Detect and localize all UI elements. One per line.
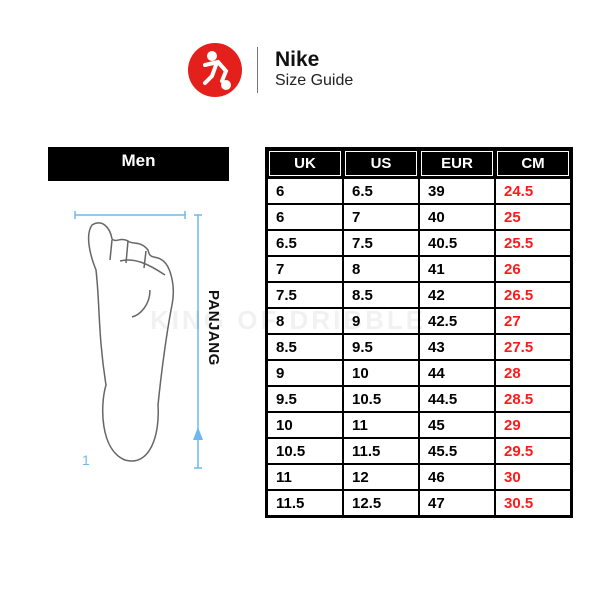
cell-eur: 47 [419, 490, 495, 516]
cell-uk: 6.5 [267, 230, 343, 256]
cell-cm: 27 [495, 308, 571, 334]
table-row: 8 9 42.5 27 [267, 308, 571, 334]
cell-eur: 45.5 [419, 438, 495, 464]
cell-uk: 8 [267, 308, 343, 334]
cell-eur: 44 [419, 360, 495, 386]
cell-us: 9 [343, 308, 419, 334]
size-table: UK US EUR CM 6 6.5 39 24.5 6 7 40 25 6.5 7.5 40.5 2… [265, 147, 573, 518]
cell-eur: 45 [419, 412, 495, 438]
cell-cm: 29.5 [495, 438, 571, 464]
column-header-uk: UK [267, 149, 343, 178]
cell-cm: 30 [495, 464, 571, 490]
step-number: 1 [82, 452, 90, 468]
cell-uk: 10 [267, 412, 343, 438]
column-header-us: US [343, 149, 419, 178]
cell-eur: 40.5 [419, 230, 495, 256]
table-row: 8.5 9.5 43 27.5 [267, 334, 571, 360]
table-row: 10.5 11.5 45.5 29.5 [267, 438, 571, 464]
cell-uk: 11.5 [267, 490, 343, 516]
cell-uk: 7.5 [267, 282, 343, 308]
cell-cm: 29 [495, 412, 571, 438]
table-row: 11.5 12.5 47 30.5 [267, 490, 571, 516]
brand-title: Nike [275, 48, 320, 71]
cell-uk: 9 [267, 360, 343, 386]
cell-us: 6.5 [343, 178, 419, 204]
cell-eur: 42 [419, 282, 495, 308]
cell-uk: 11 [267, 464, 343, 490]
cell-cm: 28 [495, 360, 571, 386]
cell-uk: 8.5 [267, 334, 343, 360]
cell-us: 7.5 [343, 230, 419, 256]
cell-uk: 6 [267, 178, 343, 204]
cell-us: 9.5 [343, 334, 419, 360]
section-label: Men [48, 147, 229, 181]
table-row: 9 10 44 28 [267, 360, 571, 386]
cell-cm: 24.5 [495, 178, 571, 204]
table-row: 6 7 40 25 [267, 204, 571, 230]
cell-eur: 42.5 [419, 308, 495, 334]
cell-eur: 46 [419, 464, 495, 490]
cell-eur: 39 [419, 178, 495, 204]
table-row: 7.5 8.5 42 26.5 [267, 282, 571, 308]
cell-us: 12 [343, 464, 419, 490]
table-row: 7 8 41 26 [267, 256, 571, 282]
footballer-logo-icon [188, 43, 242, 97]
table-row: 6 6.5 39 24.5 [267, 178, 571, 204]
cell-cm: 28.5 [495, 386, 571, 412]
cell-us: 10 [343, 360, 419, 386]
header-divider [257, 47, 258, 93]
cell-cm: 30.5 [495, 490, 571, 516]
cell-us: 12.5 [343, 490, 419, 516]
cell-cm: 26 [495, 256, 571, 282]
cell-us: 7 [343, 204, 419, 230]
column-header-eur: EUR [419, 149, 495, 178]
cell-cm: 25.5 [495, 230, 571, 256]
column-header-cm: CM [495, 149, 571, 178]
cell-eur: 43 [419, 334, 495, 360]
cell-us: 8.5 [343, 282, 419, 308]
page-subtitle: Size Guide [275, 72, 354, 89]
cell-eur: 40 [419, 204, 495, 230]
table-row: 10 11 45 29 [267, 412, 571, 438]
cell-uk: 9.5 [267, 386, 343, 412]
cell-us: 11 [343, 412, 419, 438]
cell-eur: 41 [419, 256, 495, 282]
foot-outline-diagram [74, 211, 203, 469]
cell-uk: 10.5 [267, 438, 343, 464]
watermark: KING OF DRIBBLE [150, 305, 427, 335]
table-header-row: UK US EUR CM [267, 149, 571, 178]
cell-cm: 27.5 [495, 334, 571, 360]
cell-us: 10.5 [343, 386, 419, 412]
cell-eur: 44.5 [419, 386, 495, 412]
cell-uk: 7 [267, 256, 343, 282]
table-row: 11 12 46 30 [267, 464, 571, 490]
cell-cm: 26.5 [495, 282, 571, 308]
cell-us: 8 [343, 256, 419, 282]
cell-us: 11.5 [343, 438, 419, 464]
table-row: 9.5 10.5 44.5 28.5 [267, 386, 571, 412]
cell-cm: 25 [495, 204, 571, 230]
table-row: 6.5 7.5 40.5 25.5 [267, 230, 571, 256]
cell-uk: 6 [267, 204, 343, 230]
